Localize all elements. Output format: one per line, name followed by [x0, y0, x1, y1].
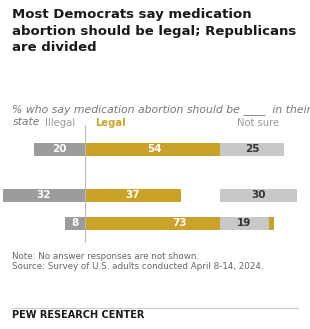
Text: PEW RESEARCH CENTER: PEW RESEARCH CENTER	[12, 310, 145, 320]
Bar	[33, 143, 85, 156]
Text: 32: 32	[37, 190, 51, 200]
Text: 73: 73	[172, 218, 187, 228]
Bar	[85, 189, 181, 202]
Text: 8: 8	[71, 218, 78, 228]
Text: 19: 19	[237, 218, 251, 228]
Text: 25: 25	[245, 144, 259, 154]
Bar	[85, 143, 225, 156]
Text: 30: 30	[251, 190, 266, 200]
Bar	[219, 189, 297, 202]
Text: 20: 20	[52, 144, 67, 154]
Text: 54: 54	[148, 144, 162, 154]
Text: Legal: Legal	[95, 118, 126, 128]
Bar	[64, 217, 85, 230]
Bar	[219, 217, 269, 230]
Text: Illegal: Illegal	[45, 118, 75, 128]
Text: Most Democrats say medication
abortion should be legal; Republicans
are divided: Most Democrats say medication abortion s…	[12, 8, 297, 54]
Text: Not sure: Not sure	[237, 118, 279, 128]
Text: % who say medication abortion should be ____  in their
state: % who say medication abortion should be …	[12, 104, 310, 127]
Bar	[219, 143, 284, 156]
Bar	[2, 189, 85, 202]
Text: Note: No answer responses are not shown.
Source: Survey of U.S. adults conducted: Note: No answer responses are not shown.…	[12, 252, 264, 271]
Bar	[85, 217, 274, 230]
Text: 37: 37	[126, 190, 140, 200]
